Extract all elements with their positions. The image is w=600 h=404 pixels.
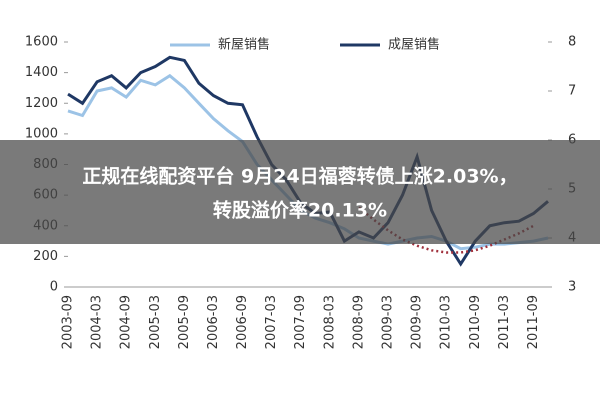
x-tick-label: 2004-09 [119,295,134,349]
x-tick-label: 2003-09 [61,295,76,349]
y-tick-label: 1200 [25,96,58,111]
x-tick-label: 2006-09 [235,295,250,349]
x-tick-label: 2008-03 [322,295,337,349]
x-tick-label: 2007-09 [293,295,308,349]
legend-label: 成屋销售 [388,37,440,53]
y2-tick-label: 7 [568,84,576,99]
y-tick-label: 1600 [25,35,58,50]
y-tick-label: 0 [50,280,58,295]
y-tick-label: 200 [33,249,58,264]
banner [0,140,600,244]
x-tick-label: 2004-03 [90,295,105,349]
x-tick-label: 2010-09 [468,295,483,349]
y2-tick-label: 8 [568,35,576,50]
x-tick-label: 2006-03 [206,295,221,349]
x-tick-label: 2011-03 [497,295,512,349]
x-tick-label: 2008-09 [351,295,366,349]
legend-label: 新屋销售 [218,37,270,53]
banner-text: 正规在线配资平台 9月24日福蓉转债上涨2.03%， [82,165,517,188]
banner-text: 转股溢价率20.13% [213,199,387,222]
x-tick-label: 2009-03 [381,295,396,349]
x-tick-label: 2005-09 [177,295,192,349]
x-tick-label: 2007-03 [264,295,279,349]
y-tick-label: 1000 [25,126,58,141]
x-tick-label: 2010-03 [439,295,454,349]
x-tick-label: 2009-09 [410,295,425,349]
y2-tick-label: 3 [568,280,576,295]
y-tick-label: 1400 [25,65,58,80]
x-tick-label: 2005-03 [148,295,163,349]
x-tick-label: 2011-09 [526,295,541,349]
